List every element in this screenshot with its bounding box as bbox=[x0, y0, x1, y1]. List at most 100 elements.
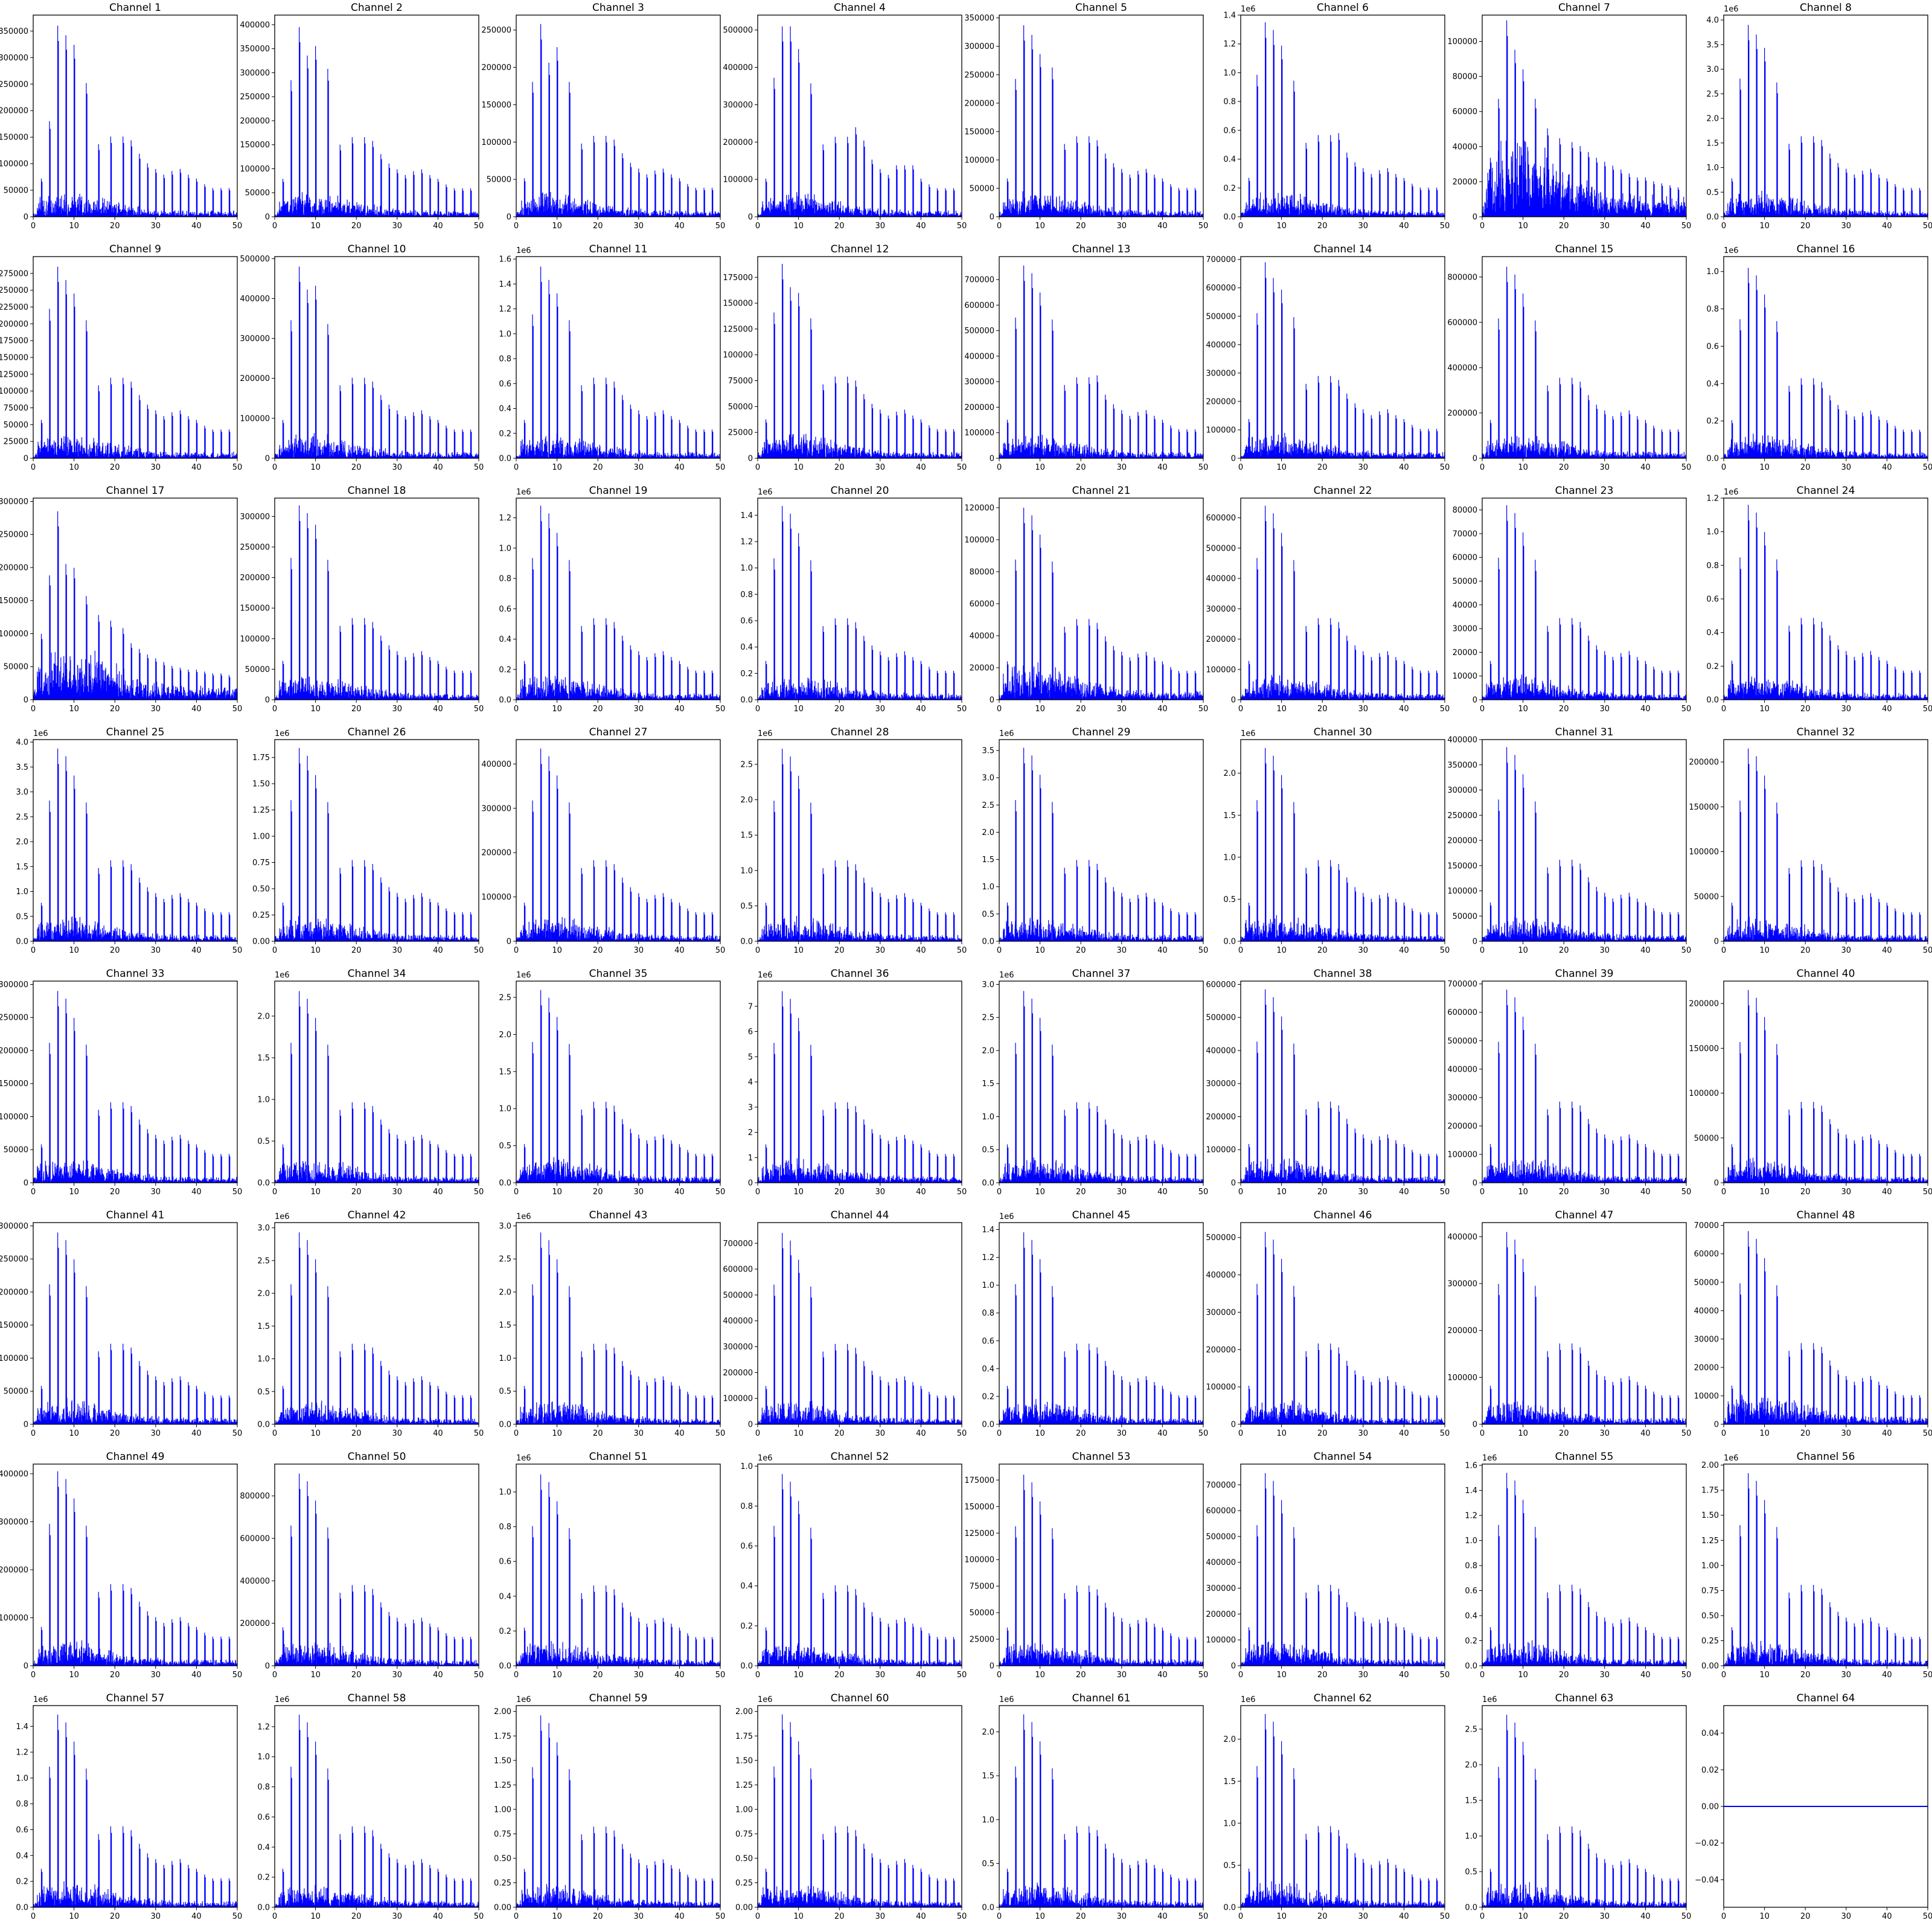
x-tick-label: 10 bbox=[69, 1671, 79, 1680]
x-tick-label: 30 bbox=[1117, 1188, 1127, 1197]
x-tick-label: 40 bbox=[191, 1429, 202, 1438]
axes-frame bbox=[1723, 1463, 1928, 1666]
subplot-title: Channel 63 bbox=[1555, 1692, 1614, 1704]
y-tick-label: 0.0 bbox=[257, 1179, 270, 1188]
x-tick-label: 40 bbox=[1882, 1671, 1892, 1680]
x-tick-label: 50 bbox=[715, 1188, 726, 1197]
subplot-channel-50: Channel 50 0 10 20 30 40 50 0 200000 400000 600000… bbox=[240, 1451, 484, 1680]
y-tick-label: 1.0 bbox=[740, 1462, 753, 1471]
y-tick-label: 0.6 bbox=[257, 1813, 270, 1822]
subplot-title: Channel 5 bbox=[1075, 2, 1127, 14]
y-tick-label: 100000 bbox=[1447, 887, 1477, 896]
y-tick-label: 0 bbox=[1473, 696, 1477, 705]
x-tick-label: 40 bbox=[191, 1912, 202, 1921]
x-tick-label: 20 bbox=[1559, 705, 1569, 714]
subplot-title: Channel 21 bbox=[1072, 485, 1131, 497]
y-tick-label: 0.0 bbox=[1223, 1904, 1236, 1913]
y-tick-label: 0.75 bbox=[1701, 1587, 1719, 1596]
series-line bbox=[1724, 990, 1928, 1183]
axes-frame bbox=[274, 1463, 479, 1666]
subplot-channel-6: Channel 6 0 10 20 30 40 50 0.0 0.2 0.4 0.6 0.8 1.0 1.… bbox=[1223, 2, 1450, 231]
subplot-title: Channel 8 bbox=[1800, 2, 1852, 14]
y-tick-label: 0 bbox=[1231, 455, 1236, 464]
y-tick-label: 175000 bbox=[0, 337, 28, 346]
y-tick-label: 500000 bbox=[240, 255, 270, 264]
x-tick-label: 10 bbox=[1035, 463, 1045, 472]
x-tick-label: 40 bbox=[674, 946, 685, 955]
x-tick-label: 0 bbox=[1480, 705, 1485, 714]
y-tick-label: 0.8 bbox=[16, 1800, 28, 1809]
subplot-title: Channel 22 bbox=[1314, 485, 1372, 497]
y-tick-label: 0.5 bbox=[1706, 188, 1719, 197]
x-tick-label: 50 bbox=[1198, 222, 1209, 231]
axes-frame bbox=[33, 14, 238, 217]
y-tick-label: 100000 bbox=[1206, 1146, 1236, 1155]
y-tick-label: 250000 bbox=[1447, 811, 1477, 820]
series-line bbox=[1241, 1473, 1445, 1666]
y-tick-label: 1.2 bbox=[16, 1748, 28, 1758]
axes-frame bbox=[757, 739, 962, 942]
y-tick-label: 0.0 bbox=[16, 938, 28, 947]
series-line bbox=[33, 991, 237, 1183]
y-tick-label: 3.5 bbox=[16, 763, 28, 772]
x-tick-label: 50 bbox=[957, 705, 967, 714]
subplot-channel-47: Channel 47 0 10 20 30 40 50 0 100000 200000 300000… bbox=[1447, 1209, 1691, 1438]
series-line bbox=[33, 266, 237, 458]
y-tick-label: 0.00 bbox=[1701, 1662, 1719, 1671]
x-tick-label: 0 bbox=[755, 463, 760, 472]
x-tick-label: 50 bbox=[232, 1671, 243, 1680]
y-tick-label: 0.6 bbox=[982, 1337, 994, 1346]
y-tick-label: 0.0 bbox=[499, 1421, 511, 1430]
y-tick-label: 1.75 bbox=[252, 753, 270, 763]
axes-frame bbox=[757, 256, 962, 459]
y-tick-label: 1.4 bbox=[1465, 1486, 1477, 1495]
x-tick-label: 40 bbox=[1399, 463, 1409, 472]
y-tick-label: 25000 bbox=[4, 438, 28, 447]
series-line bbox=[1241, 747, 1445, 941]
x-tick-label: 40 bbox=[1157, 222, 1168, 231]
x-tick-label: 20 bbox=[593, 222, 603, 231]
x-tick-label: 40 bbox=[1882, 1429, 1892, 1438]
subplot-title: Channel 61 bbox=[1072, 1692, 1131, 1704]
y-tick-label: 100000 bbox=[1206, 1383, 1236, 1392]
y-tick-label: 0 bbox=[24, 696, 28, 705]
y-tick-label: 250000 bbox=[0, 80, 28, 89]
subplot-channel-45: Channel 45 0 10 20 30 40 50 0.0 0.2 0.4 0.6 0.8 1.0 1… bbox=[982, 1209, 1208, 1438]
y-tick-label: 150000 bbox=[0, 133, 28, 142]
y-tick-label: 0.25 bbox=[1701, 1637, 1719, 1646]
x-tick-label: 40 bbox=[1399, 222, 1409, 231]
series-line bbox=[516, 990, 720, 1183]
x-tick-label: 10 bbox=[793, 946, 804, 955]
x-tick-label: 20 bbox=[1076, 1912, 1086, 1921]
x-tick-label: 30 bbox=[151, 1429, 161, 1438]
y-tick-label: 200000 bbox=[964, 99, 994, 108]
x-tick-label: 0 bbox=[514, 1188, 519, 1197]
x-tick-label: 40 bbox=[1157, 1671, 1168, 1680]
x-tick-label: 0 bbox=[1238, 705, 1243, 714]
x-tick-label: 30 bbox=[634, 222, 644, 231]
y-tick-label: 0 bbox=[1231, 1179, 1236, 1188]
y-tick-label: 200000 bbox=[1447, 837, 1477, 846]
subplot-channel-27: Channel 27 0 10 20 30 40 50 0 100000 200000 300000… bbox=[481, 726, 725, 955]
y-tick-label: 1.0 bbox=[499, 544, 511, 553]
axes-frame bbox=[1240, 497, 1445, 700]
subplot-title: Channel 32 bbox=[1797, 726, 1855, 738]
x-tick-label: 10 bbox=[552, 1188, 562, 1197]
y-tick-label: 0.6 bbox=[1223, 126, 1236, 135]
y-tick-label: 150000 bbox=[1689, 803, 1719, 812]
x-tick-label: 30 bbox=[1600, 705, 1610, 714]
y-tick-label: 0 bbox=[507, 213, 511, 222]
axes-frame bbox=[274, 256, 479, 459]
y-tick-label: 0.0 bbox=[740, 1662, 753, 1671]
x-tick-label: 50 bbox=[474, 1429, 484, 1438]
x-tick-label: 30 bbox=[392, 1912, 403, 1921]
subplot-channel-40: Channel 40 0 10 20 30 40 50 0 50000 100000 150000 2… bbox=[1689, 968, 1932, 1197]
x-tick-label: 10 bbox=[1759, 463, 1770, 472]
x-tick-label: 50 bbox=[474, 1671, 484, 1680]
y-tick-label: 0.0 bbox=[16, 1904, 28, 1913]
y-tick-label: 1.2 bbox=[499, 514, 511, 523]
y-tick-label: 125000 bbox=[723, 325, 753, 334]
x-tick-label: 10 bbox=[1759, 705, 1770, 714]
y-offset-label: 1e6 bbox=[275, 971, 290, 980]
y-tick-label: 1.2 bbox=[499, 305, 511, 314]
